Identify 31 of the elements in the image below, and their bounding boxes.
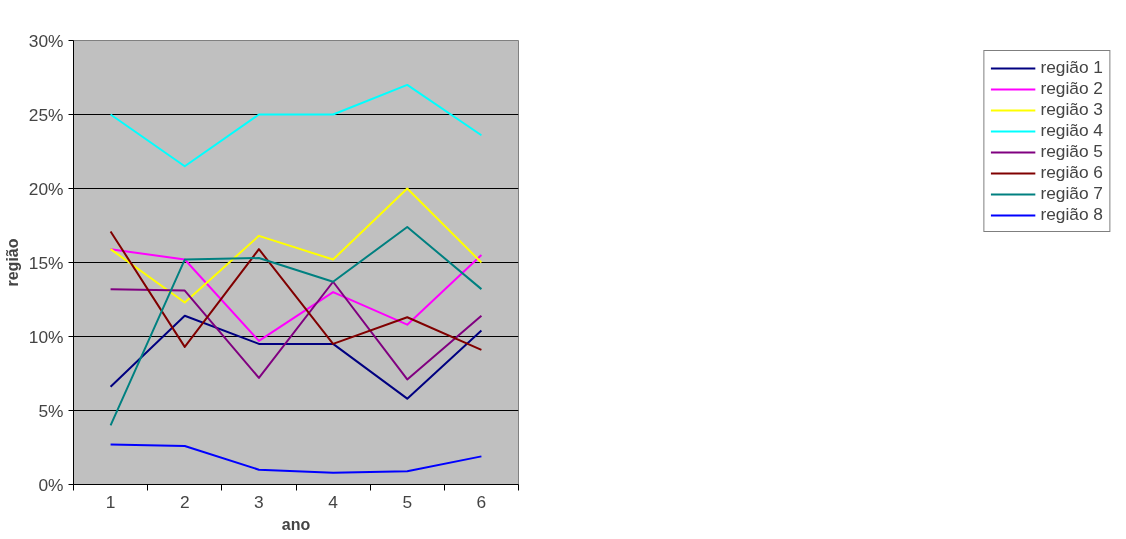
line-series bbox=[109, 314, 483, 400]
legend-label: região 6 bbox=[1040, 162, 1103, 183]
line-series bbox=[109, 83, 483, 168]
legend-label: região 4 bbox=[1040, 120, 1103, 141]
y-tick-label: 10% bbox=[28, 326, 64, 347]
legend-label: região 2 bbox=[1040, 78, 1103, 99]
x-tick-label: 1 bbox=[105, 491, 116, 512]
line-series bbox=[109, 280, 483, 381]
y-tick-label: 25% bbox=[28, 104, 64, 125]
line-series bbox=[109, 248, 483, 342]
x-axis-title: ano bbox=[281, 515, 311, 533]
y-tick-label: 0% bbox=[38, 474, 64, 495]
legend-label: região 8 bbox=[1040, 204, 1103, 225]
x-tick-label: 2 bbox=[179, 491, 190, 512]
legend-label: região 7 bbox=[1040, 183, 1103, 204]
line-series bbox=[109, 230, 483, 351]
y-tick-label: 30% bbox=[28, 30, 64, 51]
y-axis-title: região bbox=[3, 238, 21, 287]
legend-label: região 1 bbox=[1040, 57, 1103, 78]
x-tick-label: 3 bbox=[254, 491, 264, 512]
line-series bbox=[109, 187, 483, 304]
x-tick-label: 5 bbox=[402, 491, 413, 512]
line-series bbox=[109, 443, 483, 474]
line-series bbox=[109, 225, 483, 427]
x-tick-label: 6 bbox=[476, 491, 487, 512]
y-tick-label: 15% bbox=[28, 252, 64, 273]
legend-label: região 5 bbox=[1040, 141, 1103, 162]
x-tick-label: 4 bbox=[328, 491, 339, 512]
y-tick-label: 5% bbox=[38, 400, 64, 421]
y-tick-label: 20% bbox=[28, 178, 64, 199]
legend-label: região 3 bbox=[1040, 99, 1103, 120]
